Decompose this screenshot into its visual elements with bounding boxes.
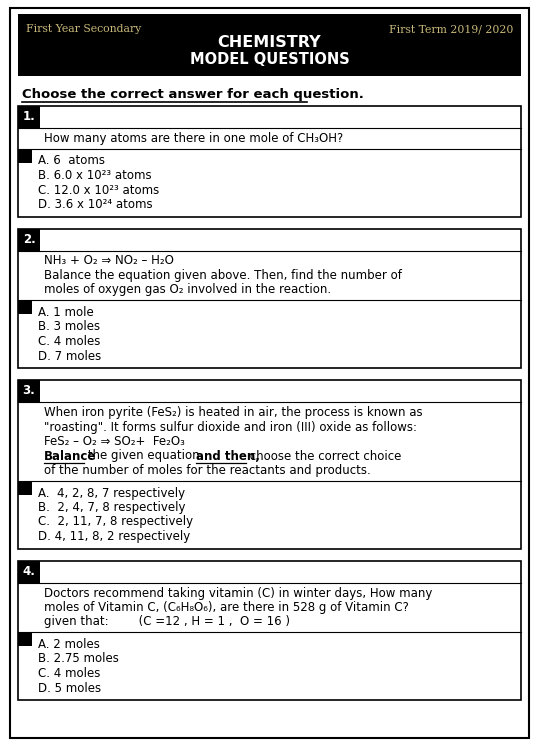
Text: "roasting". It forms sulfur dioxide and iron (III) oxide as follows:: "roasting". It forms sulfur dioxide and … (44, 420, 417, 434)
Text: and then,: and then, (196, 449, 260, 463)
Text: B.  2, 4, 7, 8 respectively: B. 2, 4, 7, 8 respectively (38, 501, 185, 514)
Bar (18, 229, 521, 368)
Text: Doctors recommend taking vitamin (C) in winter days, How many: Doctors recommend taking vitamin (C) in … (44, 586, 432, 600)
Text: How many atoms are there in one mole of CH₃OH?: How many atoms are there in one mole of … (44, 132, 343, 145)
Bar (18, 106, 521, 217)
Text: A. 2 moles: A. 2 moles (38, 638, 100, 651)
Text: Balance: Balance (44, 449, 96, 463)
Text: 1.: 1. (23, 110, 36, 124)
Bar (18, 300, 32, 314)
Bar (18, 560, 521, 700)
Text: B. 6.0 x 10²³ atoms: B. 6.0 x 10²³ atoms (38, 169, 151, 182)
Text: C. 12.0 x 10²³ atoms: C. 12.0 x 10²³ atoms (38, 183, 159, 197)
Text: D. 3.6 x 10²⁴ atoms: D. 3.6 x 10²⁴ atoms (38, 198, 153, 211)
Text: First Year Secondary: First Year Secondary (26, 24, 141, 34)
Text: MODEL QUESTIONS: MODEL QUESTIONS (190, 52, 349, 67)
Bar (18, 560, 40, 583)
Text: 3.: 3. (23, 384, 36, 398)
Text: A. 1 mole: A. 1 mole (38, 306, 94, 319)
Text: NH₃ + O₂ ⇒ NO₂ – H₂O: NH₃ + O₂ ⇒ NO₂ – H₂O (44, 255, 174, 267)
Bar (18, 481, 32, 495)
Text: First Term 2019/ 2020: First Term 2019/ 2020 (389, 24, 513, 34)
Bar (18, 229, 40, 250)
Text: of the number of moles for the reactants and products.: of the number of moles for the reactants… (44, 464, 371, 477)
Text: A. 6  atoms: A. 6 atoms (38, 154, 105, 168)
Text: choose the correct choice: choose the correct choice (246, 449, 402, 463)
Text: B. 3 moles: B. 3 moles (38, 320, 100, 334)
Text: A.  4, 2, 8, 7 respectively: A. 4, 2, 8, 7 respectively (38, 486, 185, 499)
Text: Choose the correct answer for each question.: Choose the correct answer for each quest… (22, 88, 364, 101)
Text: D. 7 moles: D. 7 moles (38, 349, 101, 363)
Text: B. 2.75 moles: B. 2.75 moles (38, 653, 119, 665)
Bar (18, 148, 32, 162)
Text: the given equation,: the given equation, (84, 449, 207, 463)
Text: moles of oxygen gas O₂ involved in the reaction.: moles of oxygen gas O₂ involved in the r… (44, 284, 331, 297)
Bar (18, 380, 521, 548)
Text: CHEMISTRY: CHEMISTRY (218, 35, 321, 50)
Text: C. 4 moles: C. 4 moles (38, 335, 100, 348)
Text: When iron pyrite (FeS₂) is heated in air, the process is known as: When iron pyrite (FeS₂) is heated in air… (44, 406, 423, 419)
Text: C.  2, 11, 7, 8 respectively: C. 2, 11, 7, 8 respectively (38, 516, 193, 528)
Bar (18, 14, 521, 76)
Text: moles of Vitamin C, (C₆H₈O₆), are there in 528 g of Vitamin C?: moles of Vitamin C, (C₆H₈O₆), are there … (44, 601, 409, 614)
Text: C. 4 moles: C. 4 moles (38, 667, 100, 680)
Bar (18, 106, 40, 128)
Text: 2.: 2. (23, 233, 36, 246)
Text: D. 5 moles: D. 5 moles (38, 682, 101, 694)
Bar (18, 380, 40, 402)
Text: FeS₂ – O₂ ⇒ SO₂+  Fe₂O₃: FeS₂ – O₂ ⇒ SO₂+ Fe₂O₃ (44, 435, 185, 448)
Text: D. 4, 11, 8, 2 respectively: D. 4, 11, 8, 2 respectively (38, 530, 190, 543)
Text: 4.: 4. (23, 565, 36, 578)
Bar (18, 632, 32, 646)
Text: given that:        (C =12 , H = 1 ,  O = 16 ): given that: (C =12 , H = 1 , O = 16 ) (44, 615, 290, 629)
Text: Balance the equation given above. Then, find the number of: Balance the equation given above. Then, … (44, 269, 402, 282)
